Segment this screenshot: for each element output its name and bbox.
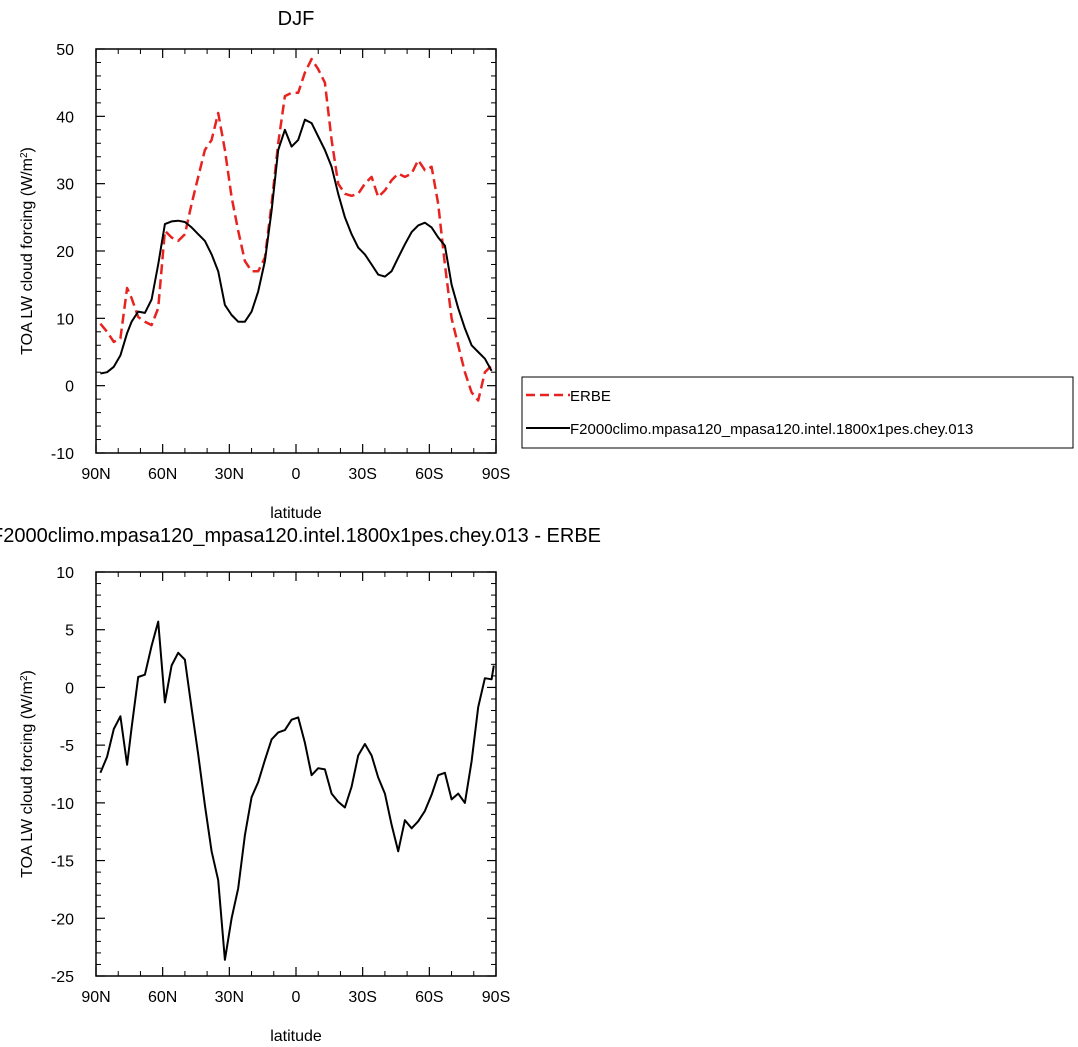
bottom-y-tick-label: -20 [51, 911, 74, 928]
bottom-plot-area: 90N 60N 30N 0 30S 60S 90S -25 -20 -15 -10 -5 0 5 10 [51, 565, 510, 1006]
bottom-x-axis-label: latitude [270, 1028, 322, 1045]
legend: ERBE F2000climo.mpasa120_mpasa120.intel.… [521, 376, 1074, 449]
top-chart-title: DJF [278, 8, 315, 30]
top-x-tick-label: 30S [348, 466, 376, 483]
bottom-y-tick-label: 5 [65, 623, 74, 640]
bottom-x-tick-label: 30S [348, 989, 376, 1006]
top-y-tick-label: 40 [56, 109, 74, 126]
top-x-tick-label: 0 [292, 466, 301, 483]
legend-erbe-label: ERBE [570, 388, 611, 405]
top-x-tick-label: 90N [81, 466, 110, 483]
bottom-y-tick-label: 0 [65, 680, 74, 697]
legend-box [521, 376, 1074, 449]
top-plot-frame [95, 48, 497, 454]
top-y-tick-label: 50 [56, 42, 74, 59]
top-panel: DJF 90N 60N 30N 0 30S 60S 90S -10 0 10 20 30 40 50 la… [19, 8, 511, 522]
bottom-plot-frame [95, 571, 497, 977]
legend-model-label: F2000climo.mpasa120_mpasa120.intel.1800x… [570, 421, 973, 438]
top-x-tick-label: 90S [482, 466, 510, 483]
top-series-line-1 [100, 118, 493, 375]
bottom-y-axis-label: TOA LW cloud forcing (W/m2) [19, 670, 37, 878]
bottom-chart-title: F2000climo.mpasa120_mpasa120.intel.1800x… [0, 525, 601, 547]
bottom-y-tick-label: -5 [60, 738, 74, 755]
bottom-x-tick-label: 30N [215, 989, 244, 1006]
bottom-x-tick-label: 0 [292, 989, 301, 1006]
top-x-tick-label: 60N [148, 466, 177, 483]
top-plot-area: 90N 60N 30N 0 30S 60S 90S -10 0 10 20 30 40 50 [51, 42, 510, 483]
bottom-y-tick-label: -25 [51, 969, 74, 986]
bottom-y-tick-label: 10 [56, 565, 74, 582]
bottom-y-tick-label: -10 [51, 796, 74, 813]
bottom-x-tick-label: 90N [81, 989, 110, 1006]
top-x-axis-label: latitude [270, 505, 322, 522]
bottom-panel: F2000climo.mpasa120_mpasa120.intel.1800x… [0, 525, 601, 1045]
bottom-x-tick-label: 90S [482, 989, 510, 1006]
top-series-line-0 [99, 57, 495, 402]
top-y-tick-label: 20 [56, 244, 74, 261]
bottom-x-tick-label: 60S [415, 989, 443, 1006]
top-x-tick-label: 60S [415, 466, 443, 483]
top-y-tick-label: 10 [56, 311, 74, 328]
bottom-y-tick-label: -15 [51, 854, 74, 871]
top-x-tick-label: 30N [215, 466, 244, 483]
top-y-tick-label: 0 [65, 379, 74, 396]
bottom-x-tick-label: 60N [148, 989, 177, 1006]
top-y-axis-label: TOA LW cloud forcing (W/m2) [19, 147, 37, 355]
top-y-tick-label: -10 [51, 446, 74, 463]
bottom-series-line-0 [99, 620, 495, 961]
top-y-tick-label: 30 [56, 177, 74, 194]
